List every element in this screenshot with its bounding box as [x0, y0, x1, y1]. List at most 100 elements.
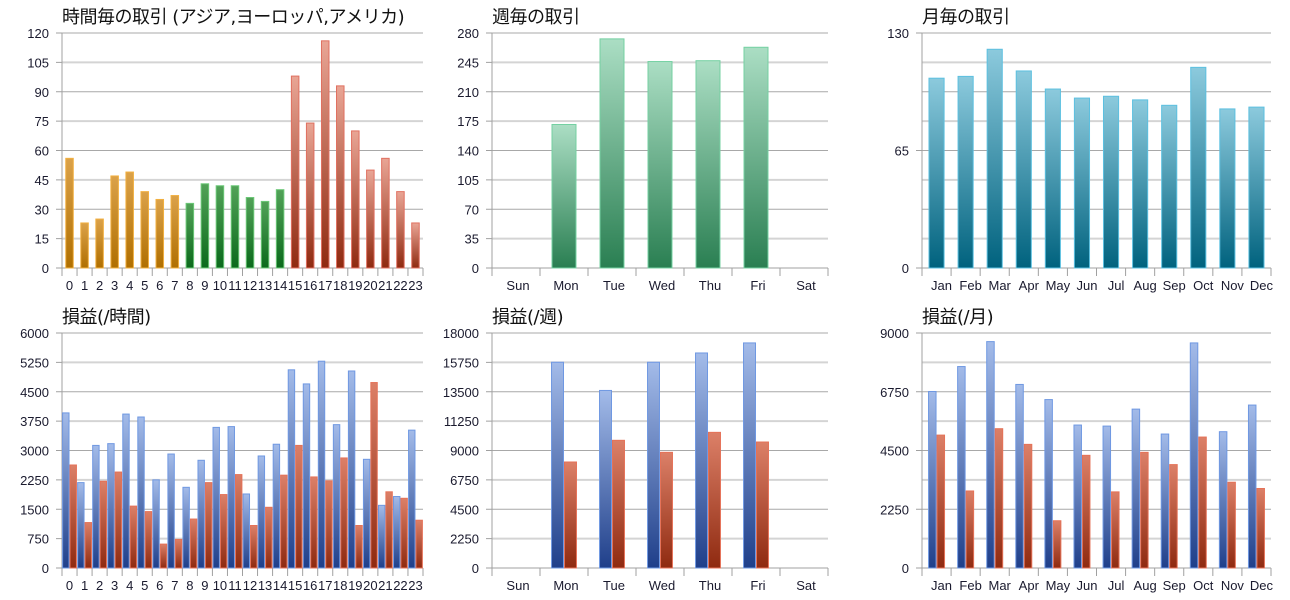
bar [411, 222, 420, 269]
x-tick-label: 13 [258, 278, 272, 293]
bar [219, 494, 228, 569]
bar [332, 424, 341, 569]
bar [122, 413, 130, 569]
x-tick-label: 7 [171, 278, 178, 293]
bar [295, 444, 303, 569]
bar [1102, 425, 1112, 569]
y-tick-label: 2250 [450, 532, 479, 547]
bar [62, 412, 70, 569]
chart-monthly-pnl: 損益(/月) 0 2250 4500 6750 9000 Jan Feb Mar Apr May J… [860, 300, 1290, 600]
x-tick-label: Jun [1076, 278, 1097, 293]
bar [708, 431, 721, 569]
x-tick-label: 9 [201, 578, 208, 593]
y-tick-label: 0 [472, 561, 479, 576]
bar [260, 200, 270, 269]
bar [1161, 104, 1178, 269]
bar [957, 75, 974, 269]
bar [1044, 88, 1061, 269]
bar [200, 183, 210, 269]
bar [1169, 464, 1178, 569]
bar [695, 352, 708, 569]
bar [599, 389, 613, 569]
x-tick-label: May [1046, 578, 1071, 593]
chart-weekly-pnl-plot: 0 2250 4500 6750 9000 11250 13500 15750 18000 Sun… [443, 326, 829, 593]
chart-title: 損益(/時間) [62, 307, 151, 328]
x-tick-label: 20 [363, 278, 377, 293]
bar [80, 222, 89, 269]
x-tick-label: Sun [506, 578, 529, 593]
bar [400, 497, 408, 569]
x-tick-label: Tue [603, 278, 625, 293]
x-tick-label: Wed [649, 278, 676, 293]
bar [227, 426, 235, 569]
bar [986, 48, 1003, 269]
bar [99, 480, 108, 569]
bar [612, 439, 625, 569]
y-tick-label: 30 [35, 202, 49, 217]
x-tick-label: Dec [1250, 578, 1274, 593]
y-tick-label: 750 [27, 532, 49, 547]
bar [1081, 454, 1091, 569]
y-tick-label: 0 [902, 561, 909, 576]
bar [185, 202, 195, 269]
bar [599, 38, 625, 269]
x-tick-label: Tue [603, 578, 625, 593]
x-tick-label: 4 [126, 578, 133, 593]
bar [351, 130, 360, 269]
x-tick-label: Aug [1134, 278, 1157, 293]
bar [159, 543, 168, 569]
bar [234, 474, 243, 569]
bar [408, 429, 416, 569]
bar [551, 361, 564, 569]
x-tick-label: May [1046, 278, 1071, 293]
x-tick-label: 16 [303, 278, 317, 293]
bar [1131, 408, 1141, 569]
bar [272, 443, 281, 569]
bar [1132, 99, 1149, 269]
chart-title: 損益(/週) [492, 307, 564, 328]
bar [1219, 108, 1236, 269]
bar [1015, 383, 1024, 569]
bar [647, 61, 673, 269]
bar [366, 169, 375, 269]
bar [280, 474, 288, 569]
bar [110, 175, 119, 269]
x-tick-label: Sat [796, 278, 816, 293]
x-tick-label: Apr [1019, 578, 1040, 593]
chart-weekly-pnl: 損益(/週) 0 2250 4500 6750 9000 11250 13500 15750 1… [430, 300, 860, 600]
bar [305, 122, 315, 269]
bar [564, 461, 577, 569]
bar [1160, 433, 1170, 569]
x-tick-label: Jul [1108, 578, 1125, 593]
bar [928, 390, 937, 569]
y-tick-label: 0 [472, 261, 479, 276]
y-tick-label: 210 [457, 85, 479, 100]
chart-monthly-pnl-plot: 0 2250 4500 6750 9000 Jan Feb Mar Apr May Jun Jul Au… [880, 326, 1274, 593]
bar [290, 75, 300, 269]
bar [69, 464, 77, 569]
bar [1015, 70, 1032, 269]
bar [65, 157, 74, 269]
x-tick-label: 22 [393, 578, 407, 593]
bar [965, 490, 975, 569]
bar [275, 189, 285, 269]
bar [215, 185, 225, 269]
x-tick-label: Fri [750, 578, 765, 593]
bar [1044, 399, 1053, 569]
bar [144, 511, 153, 569]
bar [182, 486, 190, 569]
chart-hourly-pnl: 損益(/時間) 0 750 1500 2250 3000 3750 4500 5250 6000… [0, 300, 430, 600]
x-tick-label: 5 [141, 578, 148, 593]
y-tick-label: 105 [457, 173, 479, 188]
bar [242, 493, 251, 569]
x-tick-label: Jul [1108, 278, 1125, 293]
bar [95, 218, 104, 269]
y-tick-label: 245 [457, 55, 479, 70]
bar [250, 525, 258, 569]
bar [1227, 481, 1236, 569]
x-tick-label: 2 [96, 578, 103, 593]
bar [347, 370, 356, 569]
x-tick-label: Mon [553, 578, 578, 593]
